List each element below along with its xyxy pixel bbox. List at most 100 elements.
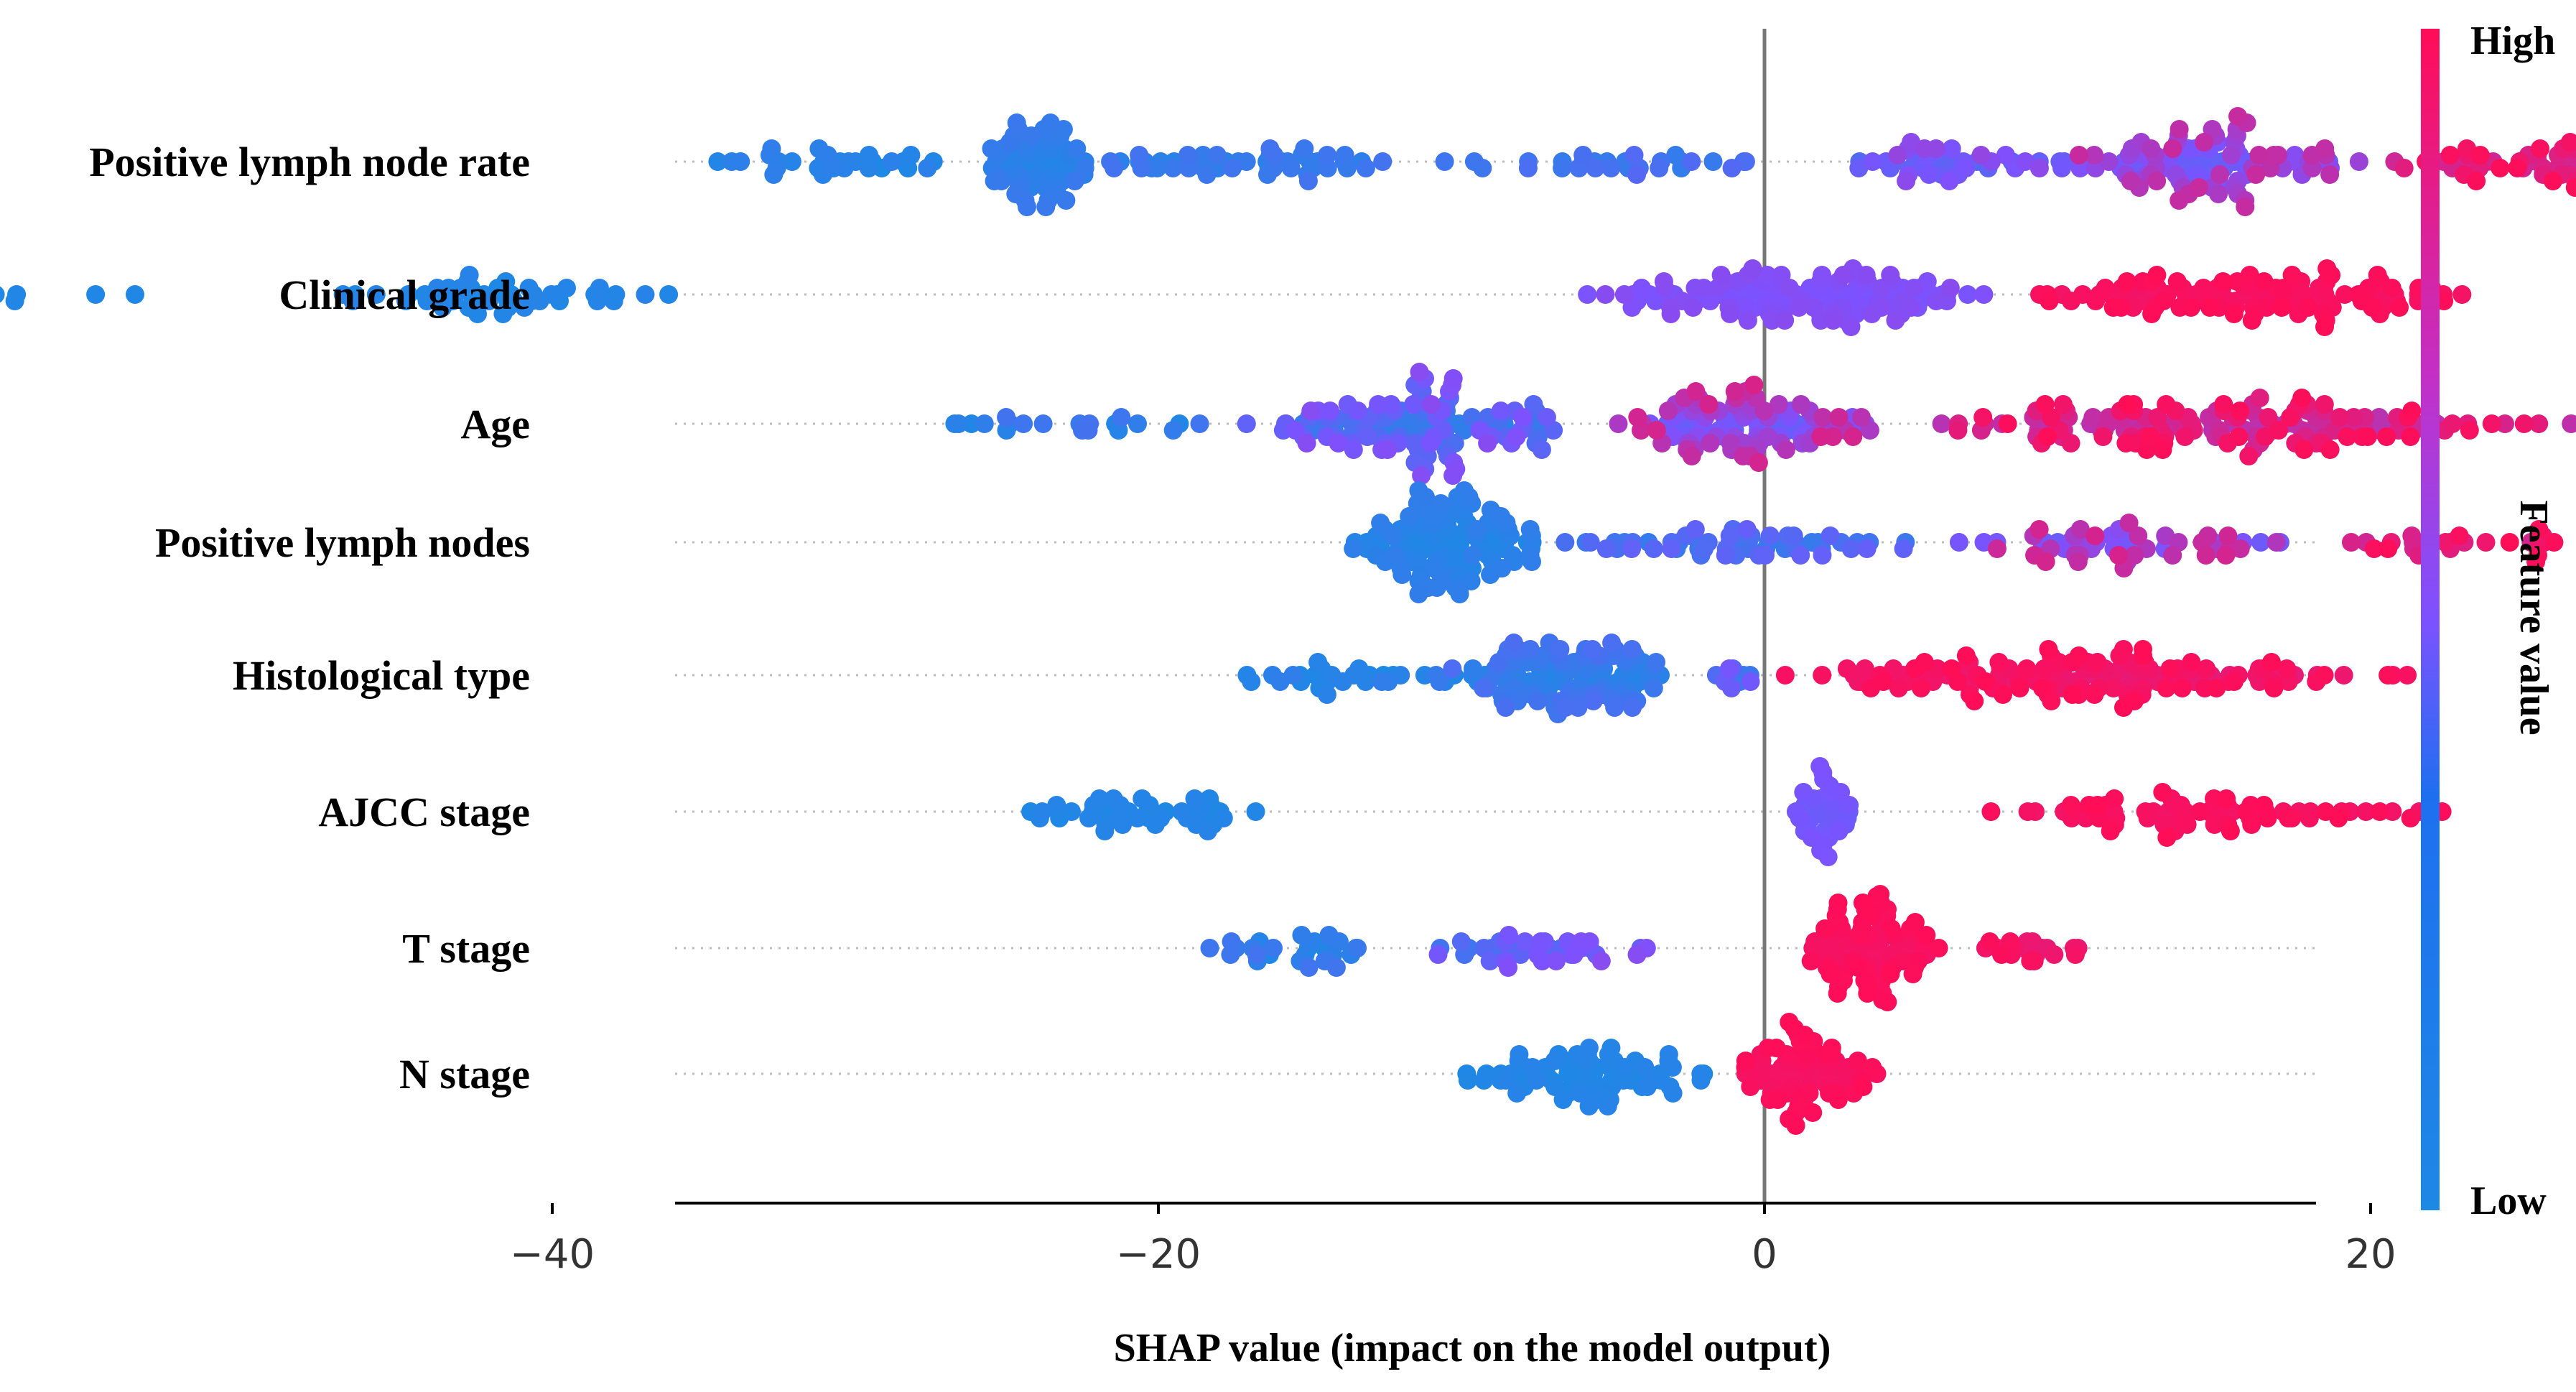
shap-point (1533, 952, 1552, 970)
shap-point (1409, 585, 1428, 603)
shap-point (1348, 402, 1367, 420)
shap-point (1601, 1039, 1621, 1057)
shap-point (427, 279, 447, 297)
shap-point (1813, 666, 1832, 685)
shap-point (1454, 481, 1474, 500)
shap-point (2010, 679, 2029, 697)
shap-point (762, 139, 781, 158)
shap-point (2508, 159, 2527, 177)
shap-point (2200, 298, 2220, 317)
shap-point (1863, 1058, 1882, 1077)
shap-point (1222, 932, 1241, 951)
shap-point (1386, 546, 1405, 565)
shap-point (2264, 679, 2284, 697)
shap-point (1580, 932, 1599, 951)
shap-point (1683, 298, 1703, 317)
shap-point (0, 286, 5, 303)
shap-point (1722, 679, 1741, 697)
shap-point (2382, 279, 2401, 297)
shap-point (1956, 646, 1976, 665)
shap-point (2250, 389, 2269, 407)
shap-point (2114, 698, 2133, 717)
shap-point (1018, 198, 1036, 216)
shap-point (1579, 1097, 1599, 1115)
shap-point (2299, 298, 2317, 317)
shap-point (1451, 932, 1471, 951)
shap-point (417, 292, 437, 310)
shap-point (1344, 539, 1363, 558)
shap-point (975, 414, 994, 433)
shap-point (460, 266, 479, 284)
shap-point (1622, 539, 1641, 558)
shap-point (1881, 266, 1900, 284)
shap-point (2205, 815, 2224, 834)
shap-point (2190, 802, 2210, 821)
shap-point (1853, 894, 1872, 912)
shap-point (2440, 146, 2460, 164)
shap-point (1378, 440, 1398, 459)
shap-point (1776, 440, 1795, 459)
shap-point (2061, 796, 2080, 815)
shap-point (1878, 993, 1897, 1011)
shap-point (2482, 414, 2501, 433)
shap-point (1478, 434, 1497, 453)
shap-point (1112, 408, 1131, 427)
shap-point (1801, 952, 1821, 970)
shap-point (1531, 932, 1550, 951)
shap-point (1200, 939, 1219, 957)
shap-point (1598, 1097, 1617, 1115)
shap-point (1431, 494, 1451, 513)
shap-point (2221, 146, 2241, 164)
shap-point (2018, 802, 2037, 821)
shap-point (1795, 1026, 1814, 1044)
shap-point (1624, 146, 1644, 164)
shap-point (396, 292, 416, 310)
shap-point (1065, 172, 1084, 190)
shap-point (1905, 659, 1925, 678)
shap-point (949, 414, 968, 433)
shap-point (1833, 266, 1853, 284)
shap-point (1749, 453, 1768, 472)
shap-point (2544, 533, 2564, 552)
shap-point (1596, 539, 1616, 558)
shap-point (1113, 815, 1133, 834)
feature-label-4: Histological type (233, 652, 530, 699)
shap-point (1335, 146, 1354, 164)
shap-point (1694, 279, 1714, 297)
shap-point (1556, 533, 1575, 552)
shap-point (2315, 317, 2334, 336)
shap-point (2476, 533, 2496, 552)
shap-point (1831, 783, 1851, 802)
shap-point (2109, 546, 2128, 565)
shap-point (2500, 533, 2519, 552)
colorbar-low-label: Low (2470, 1179, 2547, 1223)
shap-point (2317, 259, 2337, 278)
shap-point (1264, 939, 1283, 957)
shap-point (1420, 434, 1440, 453)
shap-point (2251, 533, 2270, 552)
shap-point (1841, 317, 1861, 336)
shap-point (1518, 159, 1538, 177)
shap-point (2053, 395, 2073, 414)
shap-point (1686, 382, 1706, 401)
shap-point (1372, 672, 1392, 691)
shap-point (2335, 285, 2354, 304)
shap-point (1281, 159, 1301, 177)
shap-point (2214, 395, 2233, 414)
shap-point (1308, 653, 1328, 672)
shap-point (2172, 796, 2190, 815)
shap-point (860, 146, 878, 164)
shap-point (1344, 440, 1363, 459)
shap-point (2266, 533, 2286, 552)
shap-point (2061, 434, 2080, 453)
feature-label-6: T stage (402, 925, 530, 972)
shap-point (1741, 1077, 1760, 1096)
shap-point (1428, 945, 1448, 964)
shap-point (2068, 552, 2088, 571)
shap-point (2194, 279, 2213, 297)
shap-point (1915, 139, 1934, 158)
shap-point (1791, 395, 1810, 414)
shap-point (1822, 1039, 1841, 1057)
shap-point (2119, 514, 2139, 532)
